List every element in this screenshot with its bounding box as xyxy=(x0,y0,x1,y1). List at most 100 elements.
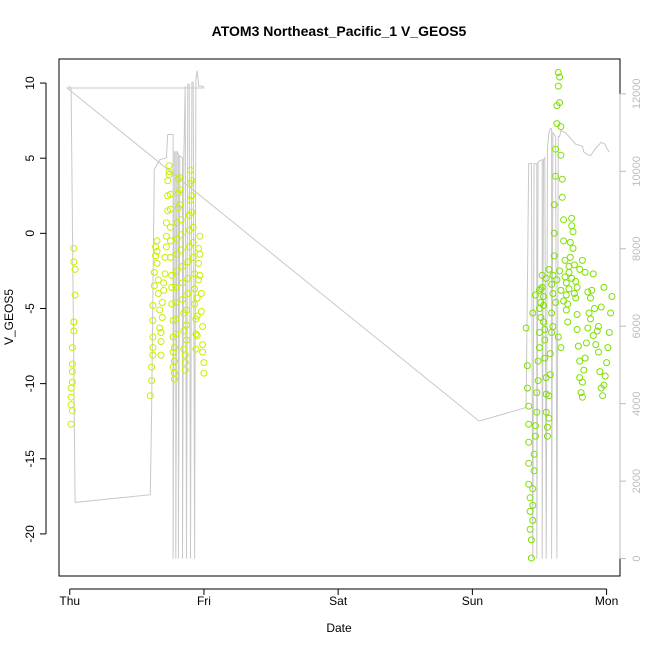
data-point xyxy=(531,432,539,440)
data-point xyxy=(565,285,573,293)
x-tick-label: Sun xyxy=(462,594,483,608)
data-point xyxy=(150,282,158,290)
data-point xyxy=(560,237,568,245)
x-tick-label: Sat xyxy=(329,594,348,608)
data-point xyxy=(558,175,566,183)
data-point xyxy=(169,348,177,356)
data-point xyxy=(184,290,192,297)
data-point xyxy=(560,297,568,305)
data-point xyxy=(593,327,601,335)
data-point xyxy=(578,393,586,401)
data-point xyxy=(578,378,586,386)
y-tick-label: -20 xyxy=(23,525,37,543)
data-point xyxy=(157,329,165,336)
data-point xyxy=(177,246,185,254)
data-point xyxy=(589,332,597,339)
data-point xyxy=(540,318,547,326)
data-point xyxy=(545,414,553,422)
data-point xyxy=(584,288,592,296)
x-tick-label: Thu xyxy=(59,594,80,608)
data-point xyxy=(148,363,156,371)
data-point xyxy=(196,232,204,240)
data-point xyxy=(179,262,186,270)
data-point xyxy=(197,308,205,315)
data-point xyxy=(177,231,185,239)
data-point xyxy=(542,408,550,416)
data-point xyxy=(525,459,533,467)
data-point xyxy=(193,312,201,320)
y2-tick-label: 10000 xyxy=(631,156,643,187)
data-point xyxy=(161,253,169,261)
data-point xyxy=(150,268,158,276)
data-point xyxy=(562,306,570,314)
data-point xyxy=(174,175,182,183)
data-point xyxy=(68,360,76,368)
data-point xyxy=(570,290,578,297)
data-point xyxy=(166,190,174,198)
data-point xyxy=(568,214,576,222)
data-point xyxy=(187,166,194,174)
data-point xyxy=(68,378,76,386)
data-point xyxy=(161,270,169,278)
data-point xyxy=(550,201,558,209)
x-tick-label: Fri xyxy=(197,594,211,608)
data-point xyxy=(170,357,178,365)
data-point xyxy=(148,377,156,385)
data-point xyxy=(176,174,184,182)
data-point xyxy=(584,324,592,332)
data-point xyxy=(170,344,178,352)
data-point xyxy=(553,120,561,128)
data-point xyxy=(527,554,535,562)
data-point xyxy=(176,201,184,209)
data-point xyxy=(529,516,537,524)
data-point xyxy=(545,392,553,400)
data-point xyxy=(526,494,534,502)
data-point xyxy=(550,252,558,260)
data-point xyxy=(149,351,157,359)
data-point xyxy=(558,193,566,201)
y2-tick-label: 8000 xyxy=(631,237,643,261)
data-point xyxy=(168,283,176,291)
altitude-series xyxy=(65,70,610,559)
data-point xyxy=(157,351,165,359)
data-point xyxy=(173,235,181,243)
data-point xyxy=(541,336,549,344)
data-point xyxy=(523,362,531,370)
data-point xyxy=(522,324,530,332)
data-point xyxy=(561,256,569,264)
data-point xyxy=(568,222,576,230)
data-point xyxy=(534,357,542,365)
data-point xyxy=(549,323,557,330)
y2-tick-label: 6000 xyxy=(631,314,643,338)
data-point xyxy=(576,357,584,365)
data-point xyxy=(531,291,539,299)
data-point xyxy=(569,244,577,252)
data-point xyxy=(193,294,201,302)
y-axis-label: V_GEOS5 xyxy=(2,289,16,345)
altitude-line xyxy=(65,70,610,559)
data-point xyxy=(177,216,185,224)
data-point xyxy=(536,286,543,294)
data-point xyxy=(576,374,584,382)
data-point xyxy=(599,392,607,400)
data-point xyxy=(183,336,190,344)
data-point xyxy=(153,237,161,245)
data-point xyxy=(158,299,166,306)
data-point xyxy=(153,247,161,255)
data-point xyxy=(181,359,189,367)
data-point xyxy=(181,366,189,374)
data-point xyxy=(183,306,190,314)
data-point xyxy=(562,279,570,287)
data-point xyxy=(526,507,534,515)
data-point xyxy=(525,402,533,410)
data-point xyxy=(552,145,560,153)
data-point xyxy=(565,262,573,270)
data-point xyxy=(67,401,75,409)
data-point xyxy=(540,293,547,300)
data-point xyxy=(533,389,541,397)
data-point xyxy=(541,326,549,333)
data-point xyxy=(605,329,613,336)
data-point xyxy=(200,369,208,377)
data-point xyxy=(556,99,564,107)
data-point xyxy=(573,283,581,291)
